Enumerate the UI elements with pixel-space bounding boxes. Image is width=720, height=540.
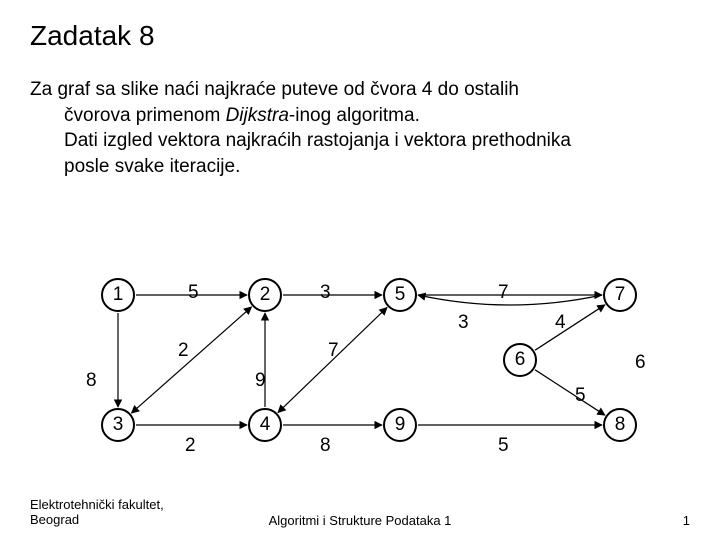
edge-weight-7-5: 4: [555, 312, 566, 334]
text-line-2b: Dijkstra: [226, 105, 289, 126]
graph-node-3: 3: [101, 408, 135, 442]
graph-node-7: 7: [603, 278, 637, 312]
edge-weight-2-5: 3: [320, 282, 331, 304]
edge-weight-4-9: 8: [320, 435, 331, 457]
footer-center: Algoritmi i Strukture Podataka 1: [269, 513, 452, 528]
edge-6-8: [535, 370, 605, 415]
text-line-3: Dati izgled vektora najkraćih rastojanja…: [64, 130, 571, 151]
edge-6-7: [535, 305, 605, 350]
edge-weight-7-5: 3: [458, 312, 469, 334]
edge-weight-3-4: 2: [185, 435, 196, 457]
edge-weight-9-8: 5: [498, 435, 509, 457]
edge-7-5: [418, 295, 602, 305]
edge-weight-5-4: 7: [328, 340, 339, 362]
graph-diagram: 125763498 53734829765285: [0, 250, 720, 480]
graph-node-2: 2: [248, 278, 282, 312]
slide-page: Zadatak 8 Za graf sa slike naći najkraće…: [0, 0, 720, 540]
problem-text: Za graf sa slike naći najkraće puteve od…: [30, 77, 670, 180]
graph-node-1: 1: [101, 278, 135, 312]
text-line-2c: -inog algoritma.: [289, 105, 420, 126]
footer-right: 1: [683, 513, 690, 528]
edge-weight-6-8: 5: [575, 385, 586, 407]
edge-weight-3-2: 2: [178, 340, 189, 362]
footer-left: Elektrotehnički fakultet, Beograd: [30, 497, 164, 528]
text-line-2a: čvorova primenom: [64, 105, 226, 126]
text-line-1: Za graf sa slike naći najkraće puteve od…: [30, 79, 519, 100]
edge-weight-4-2: 9: [255, 370, 266, 392]
edge-weight-1-3: 8: [86, 370, 97, 392]
graph-node-6: 6: [503, 343, 537, 377]
edge-3-2: [131, 307, 251, 413]
graph-node-4: 4: [248, 408, 282, 442]
graph-node-9: 9: [383, 408, 417, 442]
slide-title: Zadatak 8: [30, 20, 690, 52]
text-line-4: posle svake iteracije.: [64, 156, 240, 177]
edge-weight-5-7: 7: [498, 282, 509, 304]
graph-node-8: 8: [603, 408, 637, 442]
graph-node-5: 5: [383, 278, 417, 312]
slide-footer: Elektrotehnički fakultet, Beograd Algori…: [30, 497, 690, 528]
edge-weight-1-2: 5: [188, 282, 199, 304]
edge-weight-6-7: 6: [635, 352, 646, 374]
